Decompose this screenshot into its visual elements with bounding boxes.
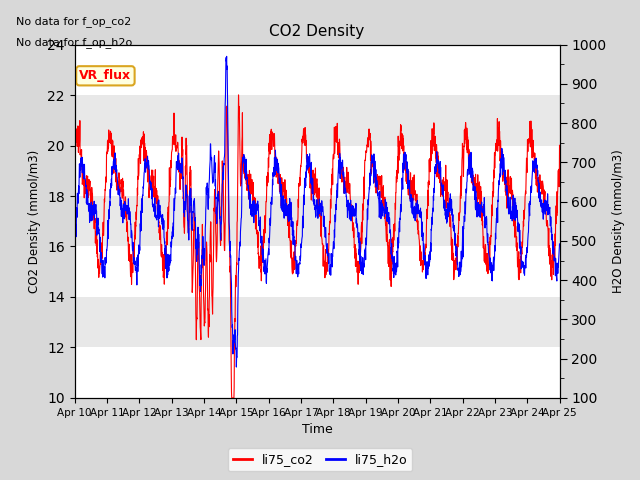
Text: No data for f_op_co2: No data for f_op_co2 (17, 16, 132, 27)
Text: VR_flux: VR_flux (79, 69, 131, 82)
Text: No data for f_op_h2o: No data for f_op_h2o (17, 37, 132, 48)
Bar (74, 348, 559, 398)
Bar (74, 247, 559, 297)
Y-axis label: CO2 Density (mmol/m3): CO2 Density (mmol/m3) (29, 150, 42, 293)
Title: CO2 Density: CO2 Density (269, 24, 365, 39)
Bar (74, 45, 559, 95)
Y-axis label: H2O Density (mmol/m3): H2O Density (mmol/m3) (612, 149, 625, 293)
Bar (74, 145, 559, 196)
X-axis label: Time: Time (301, 423, 332, 436)
Legend: li75_co2, li75_h2o: li75_co2, li75_h2o (228, 448, 412, 471)
